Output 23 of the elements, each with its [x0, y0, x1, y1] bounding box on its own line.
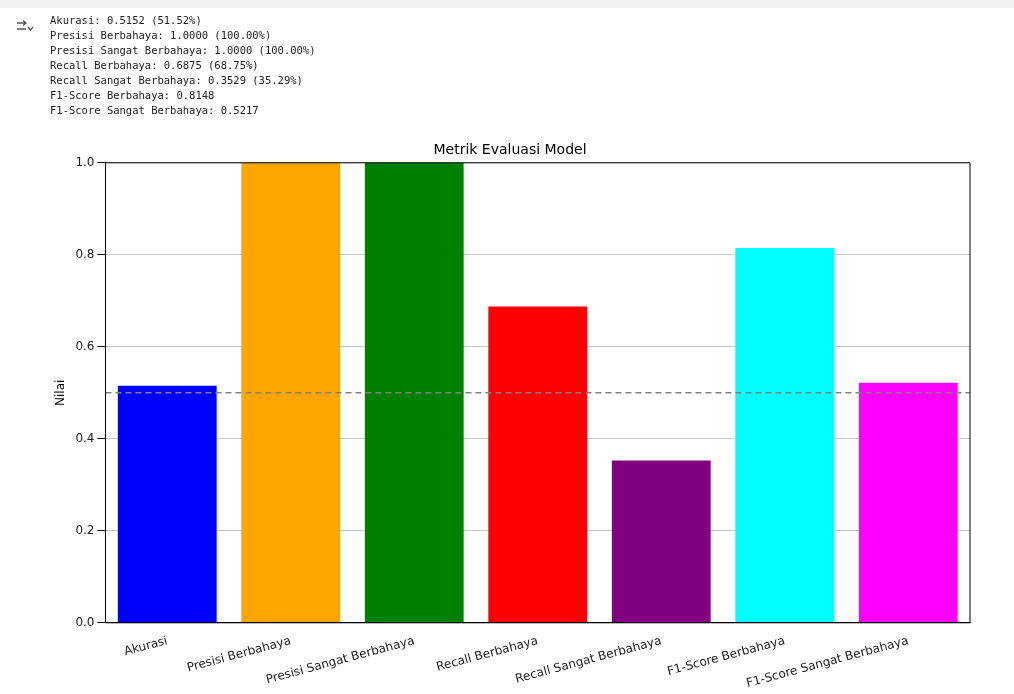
text: Presisi Sangat Berbahaya: 1.0000 (100.00%)	[50, 43, 316, 58]
bar	[858, 382, 958, 623]
chart-title: Metrik Evaluasi Model	[433, 141, 587, 158]
text: Akurasi: 0.5152 (51.52%)	[50, 13, 203, 28]
bar	[488, 306, 588, 623]
y-tick-label: 1.0	[75, 154, 95, 169]
y-tick-label: 0.2	[75, 522, 95, 537]
text: Recall Sangat Berbahaya: 0.3529 (35.29%)	[50, 73, 304, 88]
text: F1-Score Sangat Berbahaya: 0.5217	[50, 103, 260, 118]
y-tick-label: 0.6	[75, 338, 95, 353]
x-tick-label: Akurasi	[122, 633, 169, 659]
bar	[735, 247, 835, 623]
y-tick-label: 0.0	[75, 614, 95, 629]
bar	[364, 162, 464, 623]
bar	[241, 162, 341, 623]
bar	[611, 460, 711, 623]
y-tick-label: 0.8	[75, 246, 95, 261]
text: Recall Berbahaya: 0.6875 (68.75%)	[50, 58, 260, 73]
text: F1-Score Berbahaya: 0.8148	[50, 88, 216, 103]
y-tick-label: 0.4	[75, 430, 95, 445]
y-axis-title: Nilai	[53, 379, 68, 406]
bar	[117, 385, 217, 623]
text: Presisi Berbahaya: 1.0000 (100.00%)	[50, 28, 273, 43]
